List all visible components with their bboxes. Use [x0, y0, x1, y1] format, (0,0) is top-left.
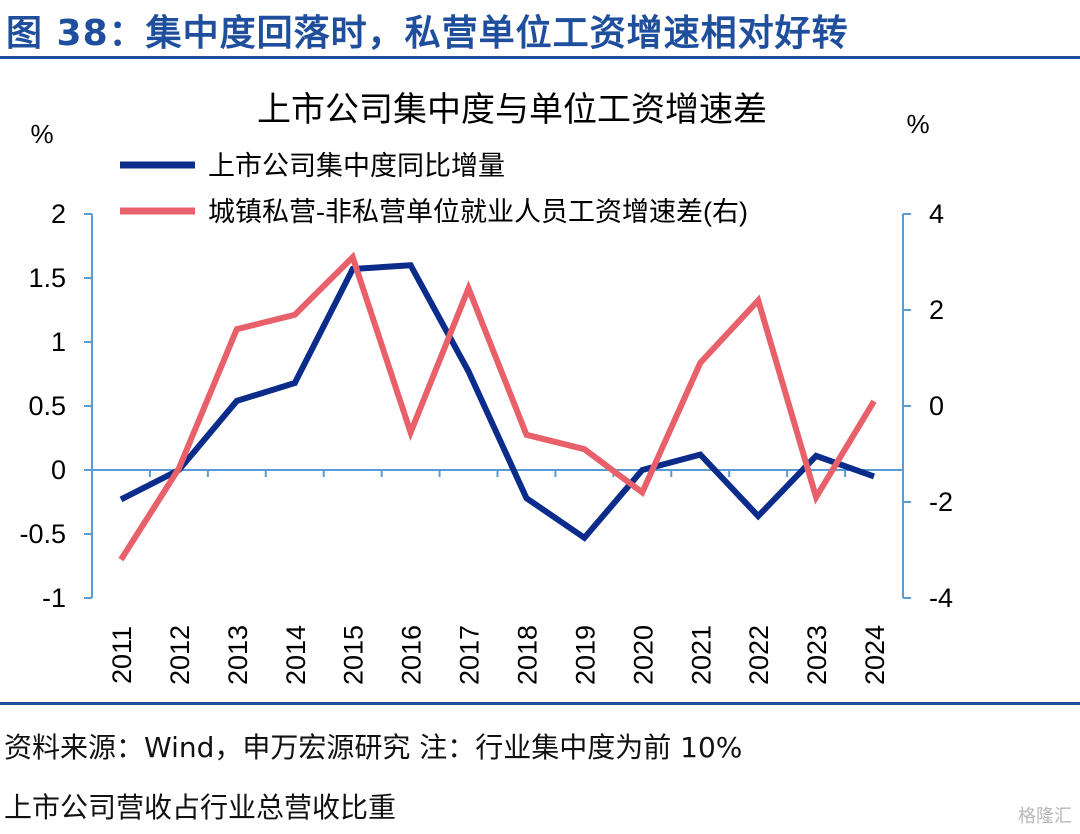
x-axis-tick-label: 2013: [223, 625, 253, 685]
source-note: 资料来源：Wind，申万宏源研究 注：行业集中度为前 10%: [4, 731, 743, 764]
x-axis-tick-label: 2022: [744, 625, 774, 685]
legend: 上市公司集中度同比增量 城镇私营-非私营单位就业人员工资增速差(右): [120, 151, 748, 227]
left-axis-tick-label: 2: [51, 199, 66, 229]
x-axis-tick-label: 2018: [512, 625, 542, 685]
x-axis-tick-label: 2019: [570, 625, 600, 685]
left-axis-tick-label: 1: [51, 327, 66, 357]
left-axis-tick-label: 0.5: [28, 391, 66, 421]
chart-title: 上市公司集中度与单位工资增速差: [257, 91, 767, 129]
left-axis-unit: %: [30, 119, 53, 149]
axes: 2 1.5 1 0.5 0 -0.5 -1 4 2 0 -2 -4 2011 2012 2013 2014 20…: [19, 199, 953, 685]
left-axis-tick-label: -1: [42, 583, 66, 613]
right-axis-tick-label: 4: [929, 199, 944, 229]
left-axis-tick-label: 1.5: [28, 263, 66, 293]
right-axis-tick-label: -4: [929, 583, 953, 613]
right-axis-tick-label: 0: [929, 391, 944, 421]
x-axis-tick-label: 2015: [339, 625, 369, 685]
footer-divider: [0, 702, 1080, 705]
right-axis-tick-label: -2: [929, 487, 953, 517]
x-axis-tick-label: 2012: [165, 625, 195, 685]
series-line-wage-gap: [118, 251, 877, 562]
line-chart: 上市公司集中度与单位工资增速差 % % 上市公司集中度同比增量 城镇私营-非私营…: [19, 91, 953, 685]
series-lines: [118, 251, 877, 562]
right-axis-unit: %: [906, 109, 929, 139]
title-divider: [0, 56, 1080, 59]
x-axis-tick-label: 2023: [802, 625, 832, 685]
x-axis-tick-label: 2017: [455, 625, 485, 685]
source-note-continued: 上市公司营收占行业总营收比重: [4, 791, 397, 824]
x-axis-tick-label: 2021: [686, 625, 716, 685]
x-axis-tick-label: 2016: [397, 625, 427, 685]
legend-label-concentration: 上市公司集中度同比增量: [208, 151, 505, 181]
x-axis-tick-label: 2014: [281, 625, 311, 685]
x-axis-tick-label: 2024: [860, 625, 890, 685]
right-axis-tick-label: 2: [929, 295, 944, 325]
figure-title: 图 38：集中度回落时，私营单位工资增速相对好转: [6, 13, 849, 54]
x-axis-tick-label: 2011: [107, 626, 137, 684]
left-axis-tick-label: 0: [51, 455, 66, 485]
watermark: 格隆汇: [1018, 806, 1072, 827]
series-line-concentration: [119, 262, 876, 542]
left-axis-tick-label: -0.5: [19, 519, 66, 549]
x-axis-tick-label: 2020: [628, 625, 658, 685]
legend-label-wage-gap: 城镇私营-非私营单位就业人员工资增速差(右): [208, 197, 748, 227]
